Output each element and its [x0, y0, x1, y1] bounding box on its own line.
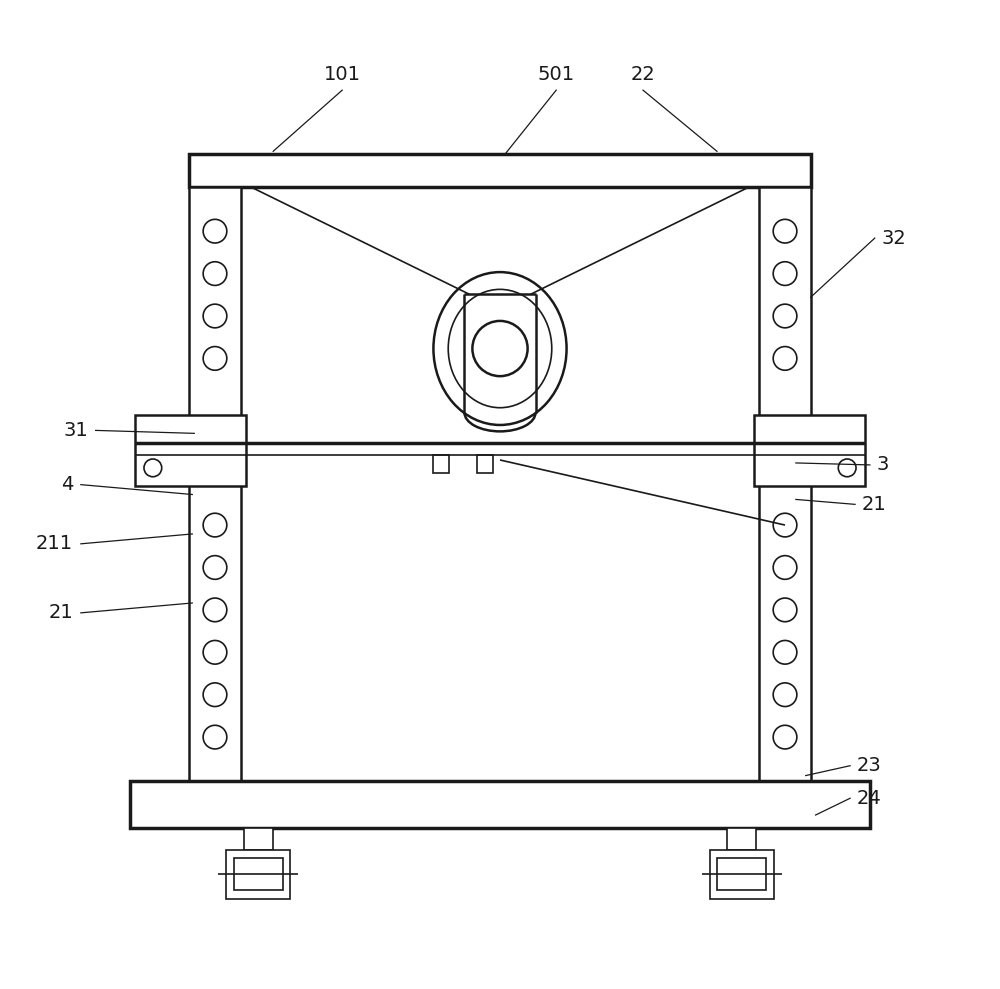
- Bar: [710, 850, 774, 899]
- Circle shape: [203, 220, 227, 243]
- Bar: [727, 828, 756, 850]
- Bar: [226, 850, 290, 899]
- Text: 211: 211: [36, 534, 73, 553]
- Bar: [244, 828, 273, 850]
- Circle shape: [773, 262, 797, 286]
- Circle shape: [203, 262, 227, 286]
- Text: 22: 22: [631, 65, 655, 84]
- Circle shape: [773, 641, 797, 665]
- Bar: [135, 414, 246, 486]
- Bar: [759, 187, 811, 780]
- Bar: [130, 780, 870, 828]
- Circle shape: [773, 513, 797, 537]
- Circle shape: [203, 725, 227, 749]
- Circle shape: [773, 598, 797, 622]
- Circle shape: [203, 598, 227, 622]
- Circle shape: [203, 513, 227, 537]
- Text: 4: 4: [61, 475, 73, 494]
- Circle shape: [773, 220, 797, 243]
- Circle shape: [773, 346, 797, 370]
- Ellipse shape: [448, 290, 552, 407]
- Circle shape: [773, 725, 797, 749]
- Circle shape: [203, 556, 227, 580]
- Ellipse shape: [433, 272, 567, 425]
- Bar: [189, 187, 241, 780]
- Bar: [717, 858, 766, 890]
- Circle shape: [773, 682, 797, 706]
- Text: 32: 32: [882, 228, 906, 247]
- Circle shape: [773, 305, 797, 327]
- Text: 24: 24: [857, 789, 882, 808]
- Circle shape: [203, 305, 227, 327]
- Circle shape: [838, 459, 856, 477]
- Text: 21: 21: [48, 603, 73, 622]
- Circle shape: [773, 556, 797, 580]
- Circle shape: [472, 320, 528, 376]
- Circle shape: [203, 641, 227, 665]
- Text: 23: 23: [857, 757, 882, 775]
- Circle shape: [203, 346, 227, 370]
- Text: 31: 31: [63, 421, 88, 440]
- Bar: [433, 455, 449, 473]
- Bar: [477, 455, 493, 473]
- Text: 21: 21: [862, 494, 887, 514]
- Circle shape: [203, 682, 227, 706]
- Text: 101: 101: [324, 65, 361, 84]
- Text: 501: 501: [538, 65, 575, 84]
- Text: 3: 3: [877, 455, 889, 475]
- Bar: [189, 154, 811, 187]
- Circle shape: [144, 459, 162, 477]
- Bar: [234, 858, 283, 890]
- Bar: [754, 414, 865, 486]
